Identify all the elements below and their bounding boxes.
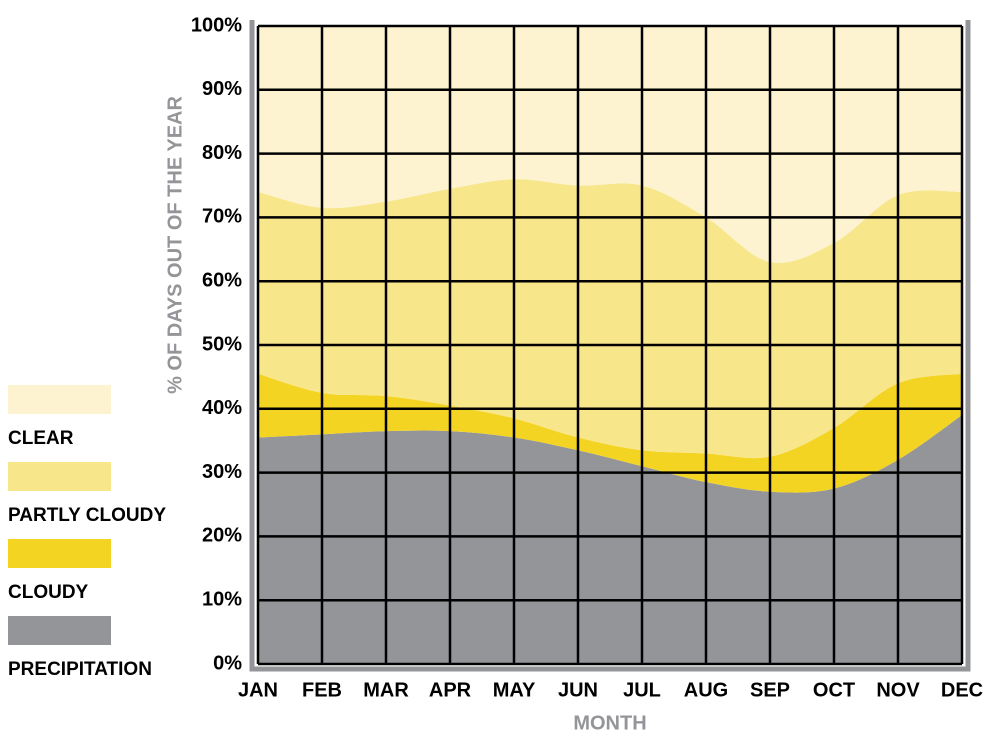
y-tick-label: 0% — [213, 652, 242, 674]
legend-swatch — [8, 462, 111, 491]
y-tick-label: 80% — [202, 142, 242, 164]
legend-label: PRECIPITATION — [8, 659, 152, 680]
y-tick-label: 90% — [202, 78, 242, 100]
x-tick-label: JAN — [238, 679, 278, 701]
x-tick-label: APR — [429, 679, 472, 701]
y-tick-label: 50% — [202, 333, 242, 355]
x-tick-label: SEP — [750, 679, 790, 701]
x-tick-label: JUL — [623, 679, 661, 701]
x-tick-label: MAR — [363, 679, 409, 701]
y-tick-label: 30% — [202, 461, 242, 483]
legend-swatch — [8, 616, 111, 645]
legend-label: CLOUDY — [8, 582, 89, 603]
x-tick-label: MAY — [493, 679, 536, 701]
y-tick-label: 100% — [191, 14, 242, 36]
area — [258, 26, 962, 263]
x-tick-label: AUG — [684, 679, 728, 701]
area — [258, 373, 962, 493]
axis-frame — [249, 20, 971, 672]
x-tick-label: DEC — [941, 679, 983, 701]
y-tick-label: 10% — [202, 588, 242, 610]
y-tick-label: 70% — [202, 206, 242, 228]
legend-swatch — [8, 385, 111, 414]
x-axis-label: MONTH — [573, 712, 646, 734]
x-tick-label: NOV — [876, 679, 920, 701]
y-tick-label: 40% — [202, 397, 242, 419]
x-tick-label: FEB — [302, 679, 342, 701]
x-tick-label: OCT — [813, 679, 855, 701]
legend-swatch — [8, 539, 111, 568]
legend-label: PARTLY CLOUDY — [8, 505, 166, 526]
area — [258, 415, 962, 664]
x-tick-label: JUN — [558, 679, 598, 701]
legend-label: CLEAR — [8, 428, 74, 449]
y-tick-label: 20% — [202, 525, 242, 547]
y-axis-label: % OF DAYS OUT OF THE YEAR — [164, 96, 186, 394]
area — [258, 179, 962, 459]
y-tick-label: 60% — [202, 269, 242, 291]
